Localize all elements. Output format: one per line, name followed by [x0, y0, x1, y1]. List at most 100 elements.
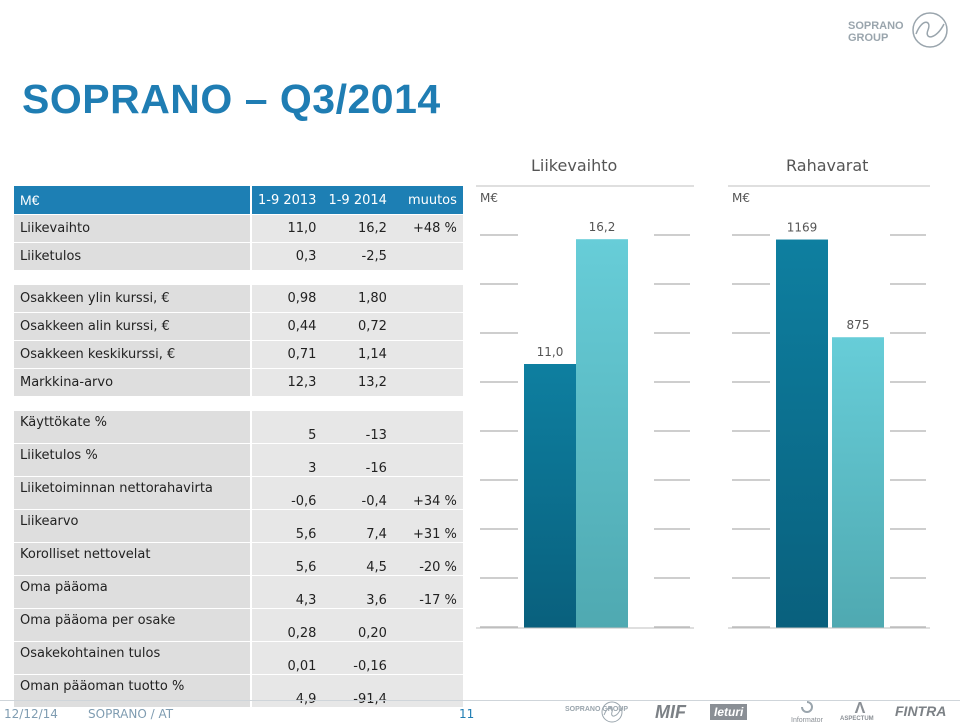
value-2013: 12,3 [252, 368, 323, 396]
row-label: Liiketulos % [14, 443, 250, 476]
cell-spacer [250, 575, 252, 608]
logo-text: SOPRANO GROUP [848, 20, 904, 44]
value-2014: -2,5 [322, 242, 393, 270]
bar-value-label: 875 [847, 318, 870, 332]
cell-spacer [250, 214, 252, 242]
cell-spacer [250, 674, 252, 707]
table-row: Liikearvo 5,6 7,4 +31 % [14, 509, 463, 542]
value-2013: 5,6 [252, 509, 323, 542]
value-2014: 3,6 [322, 575, 393, 608]
bar-value-label: 1169 [787, 221, 818, 235]
row-label: Osakkeen alin kurssi, € [14, 312, 250, 340]
value-2013: 0,98 [252, 284, 323, 312]
gap-cell [14, 396, 463, 410]
value-2013: 0,3 [252, 242, 323, 270]
cell-spacer [250, 509, 252, 542]
partner-logo-fintra: FINTRA [895, 703, 947, 719]
table-row: Osakkeen keskikurssi, €0,71 1,14 [14, 340, 463, 368]
row-label: Liiketoiminnan nettorahavirta [14, 476, 250, 509]
cell-spacer [250, 542, 252, 575]
table-row: Oma pääoma 4,3 3,6 -17 % [14, 575, 463, 608]
row-label: Käyttökate % [14, 410, 250, 443]
value-change [392, 410, 463, 443]
bar-value-label: 11,0 [537, 345, 564, 359]
table-row: Korolliset nettovelat 5,6 4,5 -20 % [14, 542, 463, 575]
value-2013: 0,44 [252, 312, 323, 340]
value-change [392, 608, 463, 641]
value-change [392, 368, 463, 396]
value-change [392, 674, 463, 707]
table-row: Liiketoiminnan nettorahavirta -0,6 -0,4 +34… [14, 476, 463, 509]
value-2013: -0,6 [252, 476, 323, 509]
row-label: Oman pääoman tuotto % [14, 674, 250, 707]
company-logo: SOPRANO GROUP [848, 8, 960, 58]
table-row: Osakekohtainen tulos 0,01 -0,16 [14, 641, 463, 674]
footer-divider [0, 700, 960, 701]
partner-logo-soprano: SOPRANO GROUP [565, 706, 629, 713]
cell-spacer [250, 476, 252, 509]
partner-logo-informator: Informator [791, 700, 823, 724]
bar-1-9-2013 [524, 364, 576, 628]
value-2013: 4,3 [252, 575, 323, 608]
signature-logo-icon [912, 12, 948, 48]
table-row: Oma pääoma per osake 0,28 0,20 [14, 608, 463, 641]
row-label: Oma pääoma [14, 575, 250, 608]
aspectum-mark-icon: Λ [854, 700, 866, 717]
value-change: -20 % [392, 542, 463, 575]
table-row: Osakkeen alin kurssi, €0,44 0,72 [14, 312, 463, 340]
partner-logo-mif: MIF [655, 702, 686, 722]
partner-label-informator: Informator [791, 717, 823, 724]
informator-swirl-icon [801, 701, 813, 713]
table-header-row: M€ 1-9 2013 1-9 2014 muutos [14, 186, 463, 214]
value-change [392, 284, 463, 312]
row-label: Korolliset nettovelat [14, 542, 250, 575]
value-2014: 16,2 [322, 214, 393, 242]
chart-liikevaihto: M€ 11,0 16,2 [476, 185, 694, 629]
value-2013: 11,0 [252, 214, 323, 242]
value-2014: 0,72 [322, 312, 393, 340]
value-2014: -0,16 [322, 641, 393, 674]
value-change [392, 340, 463, 368]
cell-spacer [250, 641, 252, 674]
chart-title-rahavarat: Rahavarat [786, 156, 869, 175]
value-2014: -91,4 [322, 674, 393, 707]
value-2014: -13 [322, 410, 393, 443]
table-row: Liikevaihto 11,0 16,2 +48 % [14, 214, 463, 242]
partner-logos: SOPRANO GROUP MIF Ieturi Informator Λ AS… [565, 700, 960, 727]
row-label: Oma pääoma per osake [14, 608, 250, 641]
cell-spacer [250, 186, 252, 214]
cell-spacer [250, 410, 252, 443]
row-label: Osakekohtainen tulos [14, 641, 250, 674]
cell-spacer [250, 242, 252, 270]
value-2014: -16 [322, 443, 393, 476]
value-2013: 0,71 [252, 340, 323, 368]
value-change [392, 312, 463, 340]
page-number: 11 [459, 707, 475, 721]
value-2014: -0,4 [322, 476, 393, 509]
signature-logo-small-icon [601, 701, 623, 723]
value-2014: 0,20 [322, 608, 393, 641]
table-row: Liiketulos % 3 -16 [14, 443, 463, 476]
table-header-col2: 1-9 2014 [322, 186, 393, 214]
value-2013: 5 [252, 410, 323, 443]
table-gap [14, 270, 463, 284]
logo-line1: SOPRANO [848, 20, 904, 32]
logo-line2: GROUP [848, 32, 889, 44]
gap-cell [14, 270, 463, 284]
value-2014: 4,5 [322, 542, 393, 575]
row-label: Osakkeen ylin kurssi, € [14, 284, 250, 312]
value-2014: 13,2 [322, 368, 393, 396]
value-2013: 0,28 [252, 608, 323, 641]
value-2014: 1,14 [322, 340, 393, 368]
row-label: Liikevaihto [14, 214, 250, 242]
table-header-col3: muutos [392, 186, 463, 214]
partner-label-aspectum: ASPECTUM [840, 716, 874, 722]
value-change [392, 242, 463, 270]
bar-1-9-2014 [832, 337, 884, 628]
chart-title-liikevaihto: Liikevaihto [531, 156, 618, 175]
page-title: SOPRANO – Q3/2014 [22, 76, 441, 122]
chart-unit-label: M€ [480, 191, 498, 205]
value-change [392, 641, 463, 674]
kpi-table: M€ 1-9 2013 1-9 2014 muutos Liikevaihto 11,0 1… [14, 186, 463, 707]
table-header-col1: 1-9 2013 [252, 186, 323, 214]
